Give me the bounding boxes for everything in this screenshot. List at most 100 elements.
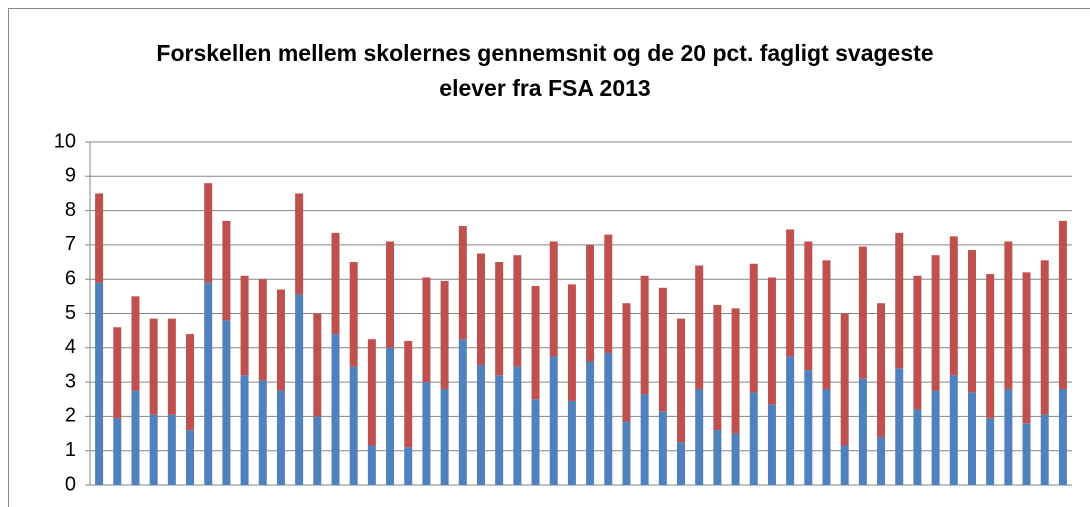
bar-segment	[658, 287, 667, 412]
bar-segment	[949, 236, 958, 376]
bar-segment	[258, 380, 267, 485]
bar-segment	[440, 388, 449, 485]
bar-segment	[422, 382, 431, 485]
bar-segment	[204, 183, 213, 283]
bar-segment	[895, 368, 904, 485]
bar-segment	[513, 255, 522, 367]
bar-segment	[131, 296, 140, 391]
bar-segment	[549, 356, 558, 485]
bar-segment	[404, 447, 413, 485]
bar-segment	[786, 356, 795, 485]
y-tick-label: 5	[65, 302, 76, 324]
bar-segment	[695, 265, 704, 389]
bar-segment	[1058, 220, 1067, 389]
bar-segment	[877, 436, 886, 485]
bar-segment	[822, 260, 831, 389]
bar-segment	[186, 334, 195, 431]
bar-segment	[404, 340, 413, 448]
bar-segment	[622, 421, 631, 485]
bar-segment	[186, 430, 195, 485]
bar-segment	[677, 318, 686, 443]
bar-segment	[167, 414, 176, 485]
bar-segment	[131, 390, 140, 485]
bar-segment	[822, 388, 831, 485]
bar-segment	[240, 375, 249, 485]
bar-segment	[276, 390, 285, 485]
bar-segment	[440, 280, 449, 389]
y-tick-label: 2	[65, 405, 76, 427]
y-tick-label: 6	[65, 267, 76, 289]
bar-segment	[386, 347, 395, 485]
bar-segment	[222, 220, 231, 321]
chart-frame	[8, 8, 1090, 507]
bar-segment	[877, 303, 886, 437]
bar-segment	[731, 308, 740, 434]
bar-segment	[840, 313, 849, 446]
bar-segment	[95, 193, 104, 283]
bar-segment	[531, 399, 540, 485]
bar-segment	[677, 442, 686, 485]
bar-segment	[913, 275, 922, 410]
chart-title: Forskellen mellem skolernes gennemsnit o…	[156, 40, 934, 101]
bar-segment	[749, 392, 758, 485]
bar-segment	[531, 286, 540, 400]
bar-segment	[931, 255, 940, 391]
bar-segment	[622, 303, 631, 422]
bar-segment	[786, 229, 795, 357]
bar-segment	[658, 411, 667, 485]
bar-segment	[713, 304, 722, 431]
bar-segment	[567, 284, 576, 401]
bar-segment	[1040, 260, 1049, 415]
bar-segment	[695, 388, 704, 485]
bar-segment	[567, 400, 576, 485]
y-tick-label: 1	[65, 439, 76, 461]
bar-segment	[204, 282, 213, 485]
bar-segment	[586, 244, 595, 362]
bar-segment	[549, 241, 558, 357]
bar-segment	[586, 361, 595, 485]
bar-segment	[967, 392, 976, 485]
y-tick-label: 7	[65, 233, 76, 255]
bar-segment	[640, 394, 649, 485]
bar-segment	[804, 370, 813, 485]
bar-segment	[967, 250, 976, 393]
bar-segment	[240, 275, 249, 376]
y-tick-label: 8	[65, 199, 76, 221]
bar-segment	[295, 193, 304, 295]
bar-segment	[749, 263, 758, 393]
bar-segment	[604, 352, 613, 485]
bar-segment	[349, 366, 358, 485]
bar-segment	[731, 433, 740, 485]
bar-segment	[113, 418, 122, 485]
y-tick-label: 3	[65, 370, 76, 392]
bar-segment	[95, 282, 104, 485]
bar-segment	[258, 279, 267, 381]
bar-segment	[713, 430, 722, 485]
bar-segment	[458, 339, 467, 485]
bar-segment	[167, 318, 176, 415]
bar-segment	[931, 390, 940, 485]
bar-segment	[331, 334, 340, 485]
bar-segment	[858, 246, 867, 379]
bar-segment	[895, 232, 904, 369]
bar-segment	[986, 274, 995, 419]
bar-segment	[1022, 272, 1031, 424]
bar-segment	[1022, 423, 1031, 485]
bar-segment	[767, 404, 776, 485]
bar-segment	[276, 289, 285, 391]
bar-segment	[513, 366, 522, 485]
y-tick-label: 4	[65, 336, 76, 358]
bar-segment	[949, 375, 958, 485]
bar-segment	[495, 262, 504, 376]
bar-segment	[476, 364, 485, 485]
bar-segment	[767, 277, 776, 405]
bar-segment	[495, 375, 504, 485]
bar-segment	[1004, 241, 1013, 389]
bar-segment	[913, 409, 922, 485]
bar-segment	[804, 241, 813, 371]
bar-segment	[840, 445, 849, 485]
bar-segment	[113, 327, 122, 419]
y-tick-label: 9	[65, 165, 76, 187]
bar-segment	[349, 262, 358, 367]
